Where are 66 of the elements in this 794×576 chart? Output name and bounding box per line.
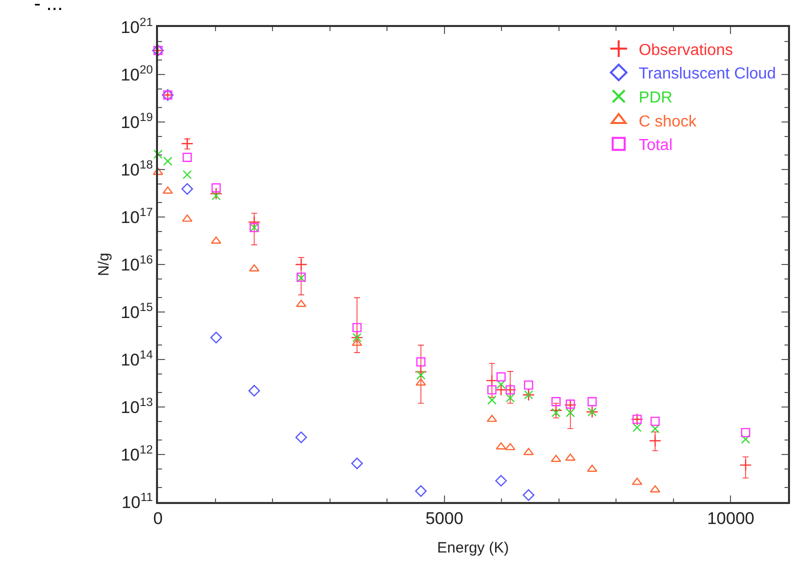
legend-label: C shock [638, 113, 698, 130]
point [551, 396, 561, 406]
point [495, 474, 507, 487]
point [523, 448, 534, 456]
point [650, 424, 660, 434]
y-tick-label: 10$^{18}$ [120, 157, 154, 180]
point [295, 432, 307, 444]
point [741, 434, 750, 444]
point [564, 398, 577, 412]
point [650, 416, 660, 426]
legend-label: Transluscent Cloud [638, 66, 776, 83]
point [588, 396, 597, 406]
point [739, 458, 752, 472]
y-tick-label: 10$^{14}$ [120, 347, 154, 370]
point [212, 183, 221, 192]
point [522, 489, 534, 501]
point [249, 264, 260, 272]
point [550, 404, 562, 417]
point [505, 442, 516, 450]
y-tick-label: 10$^{13}$ [120, 394, 154, 417]
y-tick-label: 10$^{21}$ [120, 14, 154, 37]
x-tick-label: 5000 [425, 509, 464, 528]
y-axis-title: N/g [95, 252, 112, 276]
y-tick-label: 10$^{16}$ [120, 252, 154, 274]
point [648, 434, 662, 447]
point [415, 485, 427, 497]
point [496, 372, 506, 382]
point [181, 183, 194, 195]
legend-label: Observations [638, 42, 733, 59]
point [153, 150, 163, 159]
point [632, 422, 642, 432]
point [566, 408, 575, 418]
point [551, 408, 561, 418]
point [566, 400, 575, 409]
point [182, 152, 192, 162]
y-tick-label: 10$^{12}$ [120, 442, 154, 464]
x-tick-label: 0 [153, 509, 163, 528]
y-tick-label: 10$^{20}$ [120, 62, 154, 84]
point [162, 186, 173, 194]
text: - ... [34, 0, 63, 15]
point [351, 458, 363, 470]
point [210, 332, 222, 344]
point [741, 428, 750, 438]
point [524, 380, 534, 390]
point [182, 170, 192, 180]
point [416, 378, 426, 386]
point [416, 357, 426, 366]
point [352, 322, 362, 332]
point [416, 370, 426, 380]
x-tick-label: 10000 [707, 509, 754, 528]
point [487, 385, 496, 394]
y-tick-label: 10$^{19}$ [120, 110, 154, 132]
legend-label: PDR [638, 89, 672, 106]
point [181, 137, 194, 150]
point [163, 156, 172, 166]
y-tick-label: 10$^{15}$ [120, 300, 154, 322]
legend-label: Total [638, 137, 672, 154]
point [294, 258, 308, 271]
y-tick-label: 10$^{17}$ [120, 204, 154, 227]
y-tick-label: 10$^{11}$ [122, 490, 154, 512]
point [248, 384, 260, 397]
x-axis-title: Energy (K) [437, 540, 509, 557]
point [506, 393, 515, 403]
point [414, 366, 428, 378]
point [210, 187, 222, 200]
point [487, 395, 496, 405]
